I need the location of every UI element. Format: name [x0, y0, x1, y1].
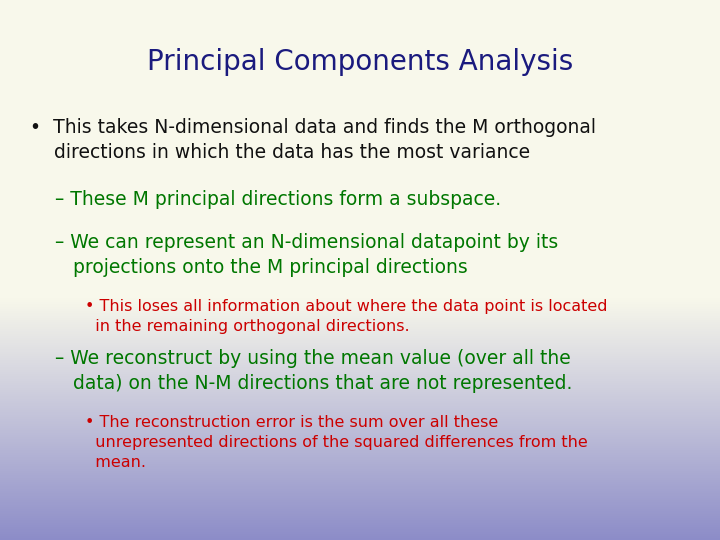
Text: – We can represent an N-dimensional datapoint by its
   projections onto the M p: – We can represent an N-dimensional data…	[55, 233, 558, 277]
Text: – We reconstruct by using the mean value (over all the
   data) on the N-M direc: – We reconstruct by using the mean value…	[55, 349, 572, 393]
Text: • This loses all information about where the data point is located
  in the rema: • This loses all information about where…	[85, 299, 608, 334]
Text: – These M principal directions form a subspace.: – These M principal directions form a su…	[55, 190, 501, 209]
Text: •  This takes N-dimensional data and finds the M orthogonal
    directions in wh: • This takes N-dimensional data and find…	[30, 118, 596, 162]
Text: • The reconstruction error is the sum over all these
  unrepresented directions : • The reconstruction error is the sum ov…	[85, 415, 588, 470]
Text: Principal Components Analysis: Principal Components Analysis	[147, 48, 573, 76]
